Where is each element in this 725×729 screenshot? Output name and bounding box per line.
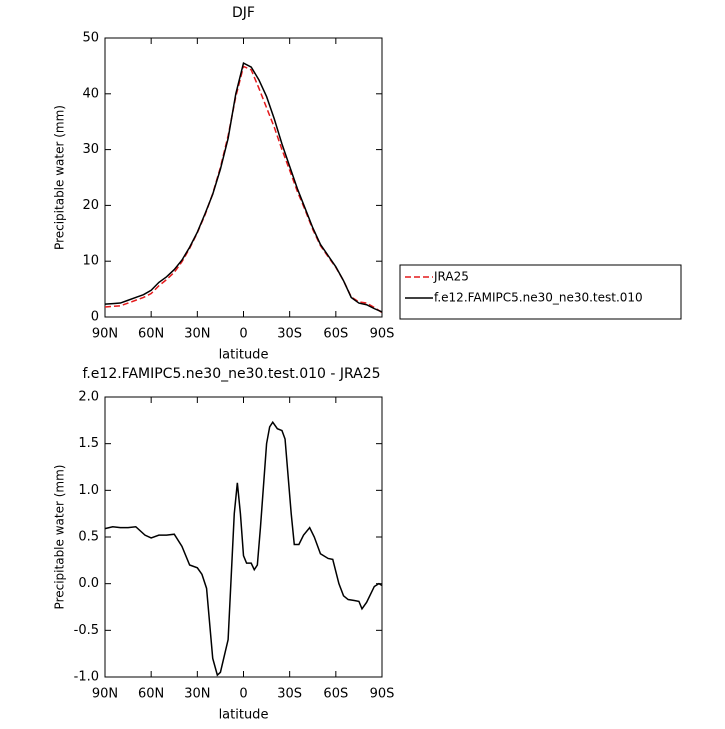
x-tick-label: 30S: [277, 327, 302, 342]
y-tick-label: 1.5: [78, 436, 99, 451]
y-tick-label: 0.0: [78, 576, 99, 591]
x-tick-label: 90N: [92, 327, 118, 342]
y-tick-label: 50: [82, 31, 99, 46]
legend-label: JRA25: [433, 270, 469, 284]
y-tick-label: 30: [82, 142, 99, 157]
x-tick-label: 30N: [184, 327, 210, 342]
y-axis-label: Precipitable water (mm): [53, 465, 67, 610]
y-tick-label: -1.0: [74, 670, 99, 685]
x-tick-label: 0: [239, 327, 247, 342]
y-axis-label: Precipitable water (mm): [53, 105, 67, 250]
legend-label: f.e12.FAMIPC5.ne30_ne30.test.010: [434, 291, 643, 305]
x-tick-label: 30S: [277, 687, 302, 702]
x-tick-label: 60N: [138, 687, 164, 702]
plot-frame: [104, 396, 383, 678]
x-tick-label: 90S: [370, 687, 395, 702]
y-tick-label: 20: [82, 198, 99, 213]
x-tick-label: 90N: [92, 687, 118, 702]
data-line: [104, 62, 383, 313]
chart-title: f.e12.FAMIPC5.ne30_ne30.test.010 - JRA25: [82, 366, 380, 382]
y-tick-label: 2.0: [78, 390, 99, 405]
x-axis-label: latitude: [219, 708, 269, 723]
x-tick-label: 90S: [370, 327, 395, 342]
chart-title: DJF: [232, 5, 255, 21]
x-tick-label: 30N: [184, 687, 210, 702]
legend-box: [399, 264, 682, 320]
x-tick-label: 60N: [138, 327, 164, 342]
y-tick-label: 0.5: [78, 530, 99, 545]
y-tick-label: 10: [82, 254, 99, 269]
y-tick-label: -0.5: [74, 623, 99, 638]
y-tick-label: 40: [82, 86, 99, 101]
y-tick-label: 0: [91, 310, 99, 325]
x-tick-label: 0: [239, 687, 247, 702]
x-axis-label: latitude: [219, 348, 269, 363]
x-tick-label: 60S: [323, 687, 348, 702]
data-line: [104, 420, 383, 677]
x-tick-label: 60S: [323, 327, 348, 342]
y-tick-label: 1.0: [78, 483, 99, 498]
